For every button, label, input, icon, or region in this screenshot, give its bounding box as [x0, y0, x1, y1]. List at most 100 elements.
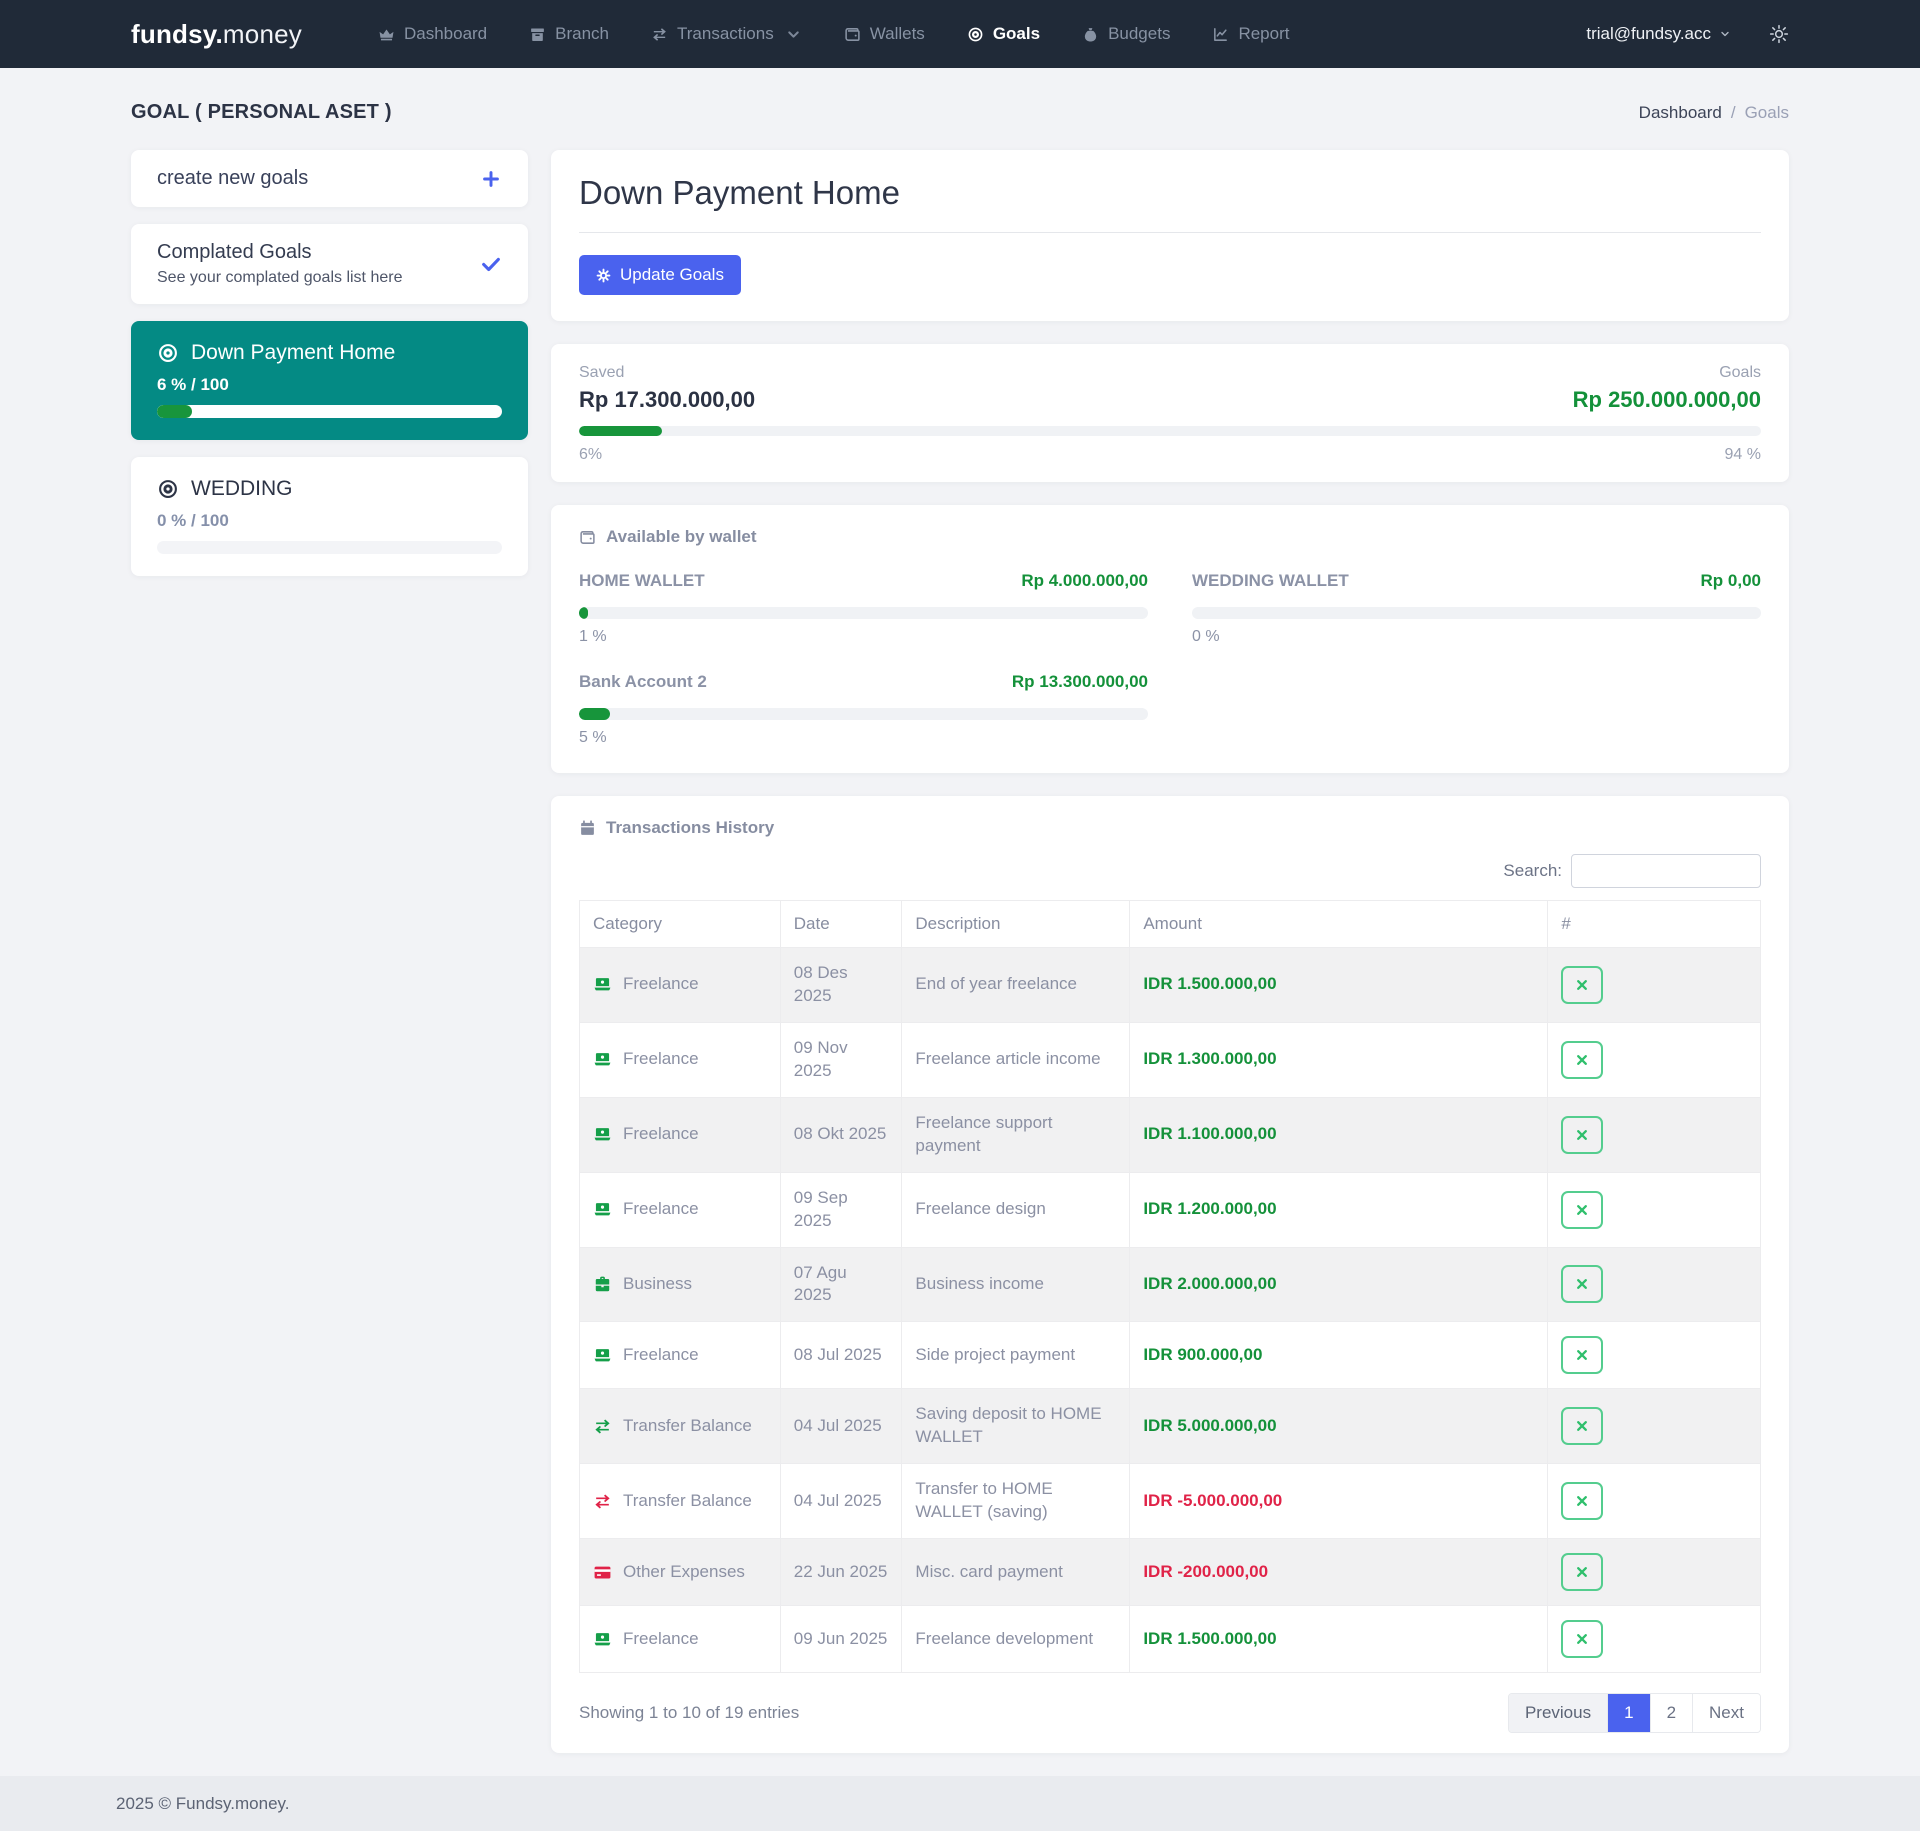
transaction-description: Freelance development	[901, 1605, 1131, 1674]
breadcrumb-separator: /	[1730, 102, 1736, 122]
chevron-down-icon	[785, 26, 802, 43]
transaction-description: End of year freelance	[901, 947, 1131, 1023]
x-cross-icon	[1575, 1419, 1589, 1433]
nav-item-label: Goals	[992, 24, 1041, 43]
nav-item-label: Report	[1238, 24, 1290, 43]
transaction-date: 08 Jul 2025	[779, 1321, 903, 1390]
transfer-icon	[593, 1492, 612, 1511]
laptop-icon	[593, 1346, 612, 1365]
nav-item[interactable]: Goals	[967, 24, 1040, 44]
transaction-category: Freelance	[623, 1049, 699, 1069]
transactions-table: Category Date Description Amount #	[579, 900, 1761, 1674]
transaction-amount: IDR 1.500.000,00	[1143, 974, 1277, 994]
wallet-percent-label: 0 %	[1192, 628, 1220, 645]
wallet-amount: Rp 13.300.000,00	[1011, 672, 1148, 691]
completed-goals-title: Complated Goals	[157, 241, 312, 263]
nav-item-label: Budgets	[1108, 24, 1171, 43]
goal-card[interactable]: Down Payment Home 6 % / 100	[131, 321, 528, 440]
saved-label: Saved	[579, 364, 625, 381]
plus-icon	[480, 168, 502, 190]
account-menu[interactable]: trial@fundsy.acc	[1586, 24, 1731, 44]
wallet-progress-bar	[579, 607, 1148, 619]
wallet-item: HOME WALLET Rp 4.000.000,00 1 %	[579, 571, 1148, 646]
nav-item[interactable]: Budgets	[1082, 24, 1170, 44]
goal-summary-progress-bar	[579, 426, 1761, 436]
transaction-category: Transfer Balance	[623, 1415, 752, 1435]
remove-transaction-button[interactable]	[1561, 1336, 1604, 1375]
column-header-actions[interactable]: #	[1547, 900, 1761, 948]
copyright-text: 2025 © Fundsy.money.	[116, 1793, 290, 1813]
nav-item[interactable]: Dashboard	[378, 24, 487, 44]
laptop-icon	[593, 1200, 612, 1219]
completed-goals-card[interactable]: Complated Goals See your complated goals…	[131, 224, 528, 304]
transaction-amount: IDR 5.000.000,00	[1143, 1415, 1277, 1435]
transaction-row: Freelance 08 Jul 2025 Side project payme…	[579, 1321, 1761, 1390]
laptop-icon	[593, 975, 612, 994]
goal-progress-label: 6 % / 100	[157, 375, 229, 394]
x-cross-icon	[1575, 1053, 1589, 1067]
remove-transaction-button[interactable]	[1561, 965, 1604, 1004]
update-goals-button[interactable]: Update Goals	[579, 255, 741, 295]
remove-transaction-button[interactable]	[1561, 1553, 1604, 1592]
wallet-progress-bar	[579, 708, 1148, 720]
nav-item[interactable]: Wallets	[844, 24, 925, 44]
remove-transaction-button[interactable]	[1561, 1265, 1604, 1304]
transaction-category: Transfer Balance	[623, 1490, 752, 1510]
transaction-description: Freelance article income	[901, 1021, 1131, 1098]
column-header-description[interactable]: Description	[901, 900, 1131, 948]
remove-transaction-button[interactable]	[1561, 1407, 1604, 1446]
wallet-icon	[579, 529, 596, 546]
breadcrumb-dashboard-link[interactable]: Dashboard	[1638, 102, 1722, 122]
create-new-goal-card[interactable]: create new goals	[131, 150, 528, 207]
goal-detail-card: Down Payment Home Update Goals	[551, 150, 1789, 321]
transaction-row: Freelance 09 Sep 2025 Freelance design I…	[579, 1171, 1761, 1248]
sun-icon[interactable]	[1769, 24, 1789, 44]
remove-transaction-button[interactable]	[1561, 1482, 1604, 1521]
remove-transaction-button[interactable]	[1561, 1040, 1604, 1079]
table-header-row: Category Date Description Amount #	[579, 900, 1761, 948]
saved-percent-label: 6%	[579, 446, 603, 463]
pagination-button[interactable]: Previous	[1508, 1694, 1608, 1733]
divider	[579, 232, 1761, 233]
x-cross-icon	[1575, 1494, 1589, 1508]
goal-detail-title: Down Payment Home	[579, 174, 900, 211]
search-input[interactable]	[1571, 854, 1761, 888]
bullseye-icon	[967, 26, 984, 43]
transaction-amount: IDR 2.000.000,00	[1143, 1273, 1277, 1293]
transactions-panel-title: Transactions History	[606, 818, 775, 837]
page-title: GOAL ( PERSONAL ASET )	[131, 101, 392, 123]
column-header-date[interactable]: Date	[779, 900, 903, 948]
goals-percent-label: 94 %	[1724, 446, 1761, 463]
nav-item[interactable]: Transactions	[651, 24, 802, 44]
remove-transaction-button[interactable]	[1561, 1620, 1604, 1659]
column-header-amount[interactable]: Amount	[1129, 900, 1549, 948]
briefcase-icon	[593, 1275, 612, 1294]
transaction-amount: IDR 1.100.000,00	[1143, 1124, 1277, 1144]
pagination-button[interactable]: 1	[1607, 1694, 1650, 1733]
remove-transaction-button[interactable]	[1561, 1190, 1604, 1229]
goals-label: Goals	[1719, 364, 1761, 381]
navbar-right: trial@fundsy.acc	[1586, 24, 1789, 44]
column-header-category[interactable]: Category	[579, 900, 781, 948]
pagination-button[interactable]: 2	[1649, 1694, 1693, 1733]
transaction-category: Other Expenses	[623, 1561, 745, 1581]
brand-logo[interactable]: fundsy.money	[131, 19, 302, 50]
nav-item-label: Wallets	[869, 24, 925, 43]
transaction-amount: IDR 1.300.000,00	[1143, 1049, 1277, 1069]
goal-card[interactable]: WEDDING 0 % / 100	[131, 457, 528, 576]
nav-item[interactable]: Report	[1212, 24, 1289, 44]
x-cross-icon	[1575, 1348, 1589, 1362]
goal-name: WEDDING	[191, 477, 293, 500]
breadcrumb: Dashboard / Goals	[1639, 103, 1789, 123]
remove-transaction-button[interactable]	[1561, 1115, 1604, 1154]
credit-card-icon	[593, 1563, 612, 1582]
transactions-panel-header: Transactions History	[579, 818, 1761, 838]
transaction-category: Freelance	[623, 1628, 699, 1648]
pagination-button[interactable]: Next	[1692, 1694, 1760, 1733]
transaction-date: 04 Jul 2025	[779, 1463, 903, 1540]
transaction-date: 09 Nov 2025	[779, 1021, 903, 1098]
nav-item[interactable]: Branch	[529, 24, 609, 44]
table-search-row: Search:	[579, 854, 1761, 888]
x-cross-icon	[1575, 1632, 1589, 1646]
navbar: fundsy.money Dashboard Branch Transactio…	[0, 0, 1920, 68]
